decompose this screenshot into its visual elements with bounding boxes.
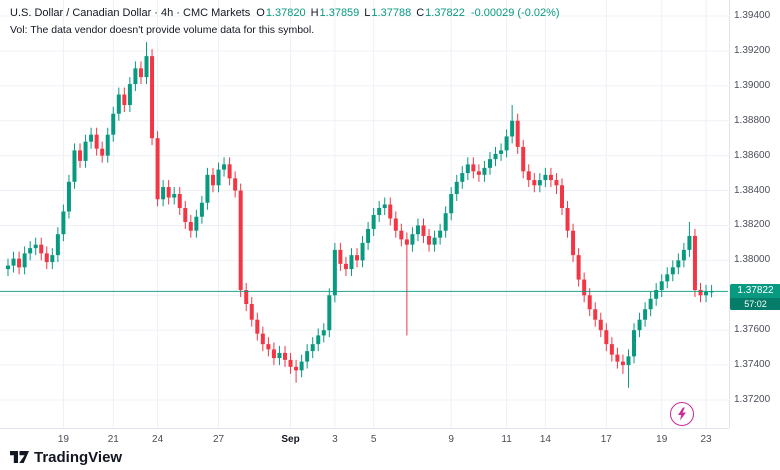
time-tick-label: 3 (332, 434, 338, 445)
price-tick-label: 1.38800 (734, 114, 771, 126)
tradingview-logo[interactable]: TradingView (10, 449, 122, 466)
price-tick-label: 1.39000 (734, 79, 771, 91)
price-tick-label: 1.38400 (734, 184, 771, 196)
time-tick-label: 24 (152, 434, 164, 445)
price-axis[interactable]: 1.37822 57:02 1.39400 1.39200 1.39000 1.388… (729, 0, 780, 428)
volume-note: Vol: The data vendor doesn't provide vol… (10, 24, 315, 36)
time-tick-label: 5 (370, 434, 377, 445)
flash-icon (678, 407, 686, 421)
high-label: H (310, 7, 319, 19)
high-value: 1.37859 (319, 7, 360, 19)
price-tick-label: 1.37400 (734, 359, 771, 371)
price-tick-label: 1.38600 (734, 149, 771, 161)
price-tick-label: 1.37200 (734, 394, 771, 405)
ohlc-readout: O 1.37820 H 1.37859 L 1.37788 C 1.37822 (256, 7, 465, 19)
open-label: O (256, 7, 265, 19)
tradingview-logo-icon (10, 451, 29, 463)
price-tick-label: 1.37600 (734, 324, 771, 336)
time-tick-label: 27 (212, 434, 225, 445)
time-tick-label: 14 (539, 434, 551, 445)
close-label: C (416, 7, 425, 19)
bar-countdown: 57:02 (730, 298, 780, 311)
price-tick-label: 1.39200 (734, 44, 771, 56)
price-change: -0.00029 (-0.02%) (470, 7, 560, 19)
open-value: 1.37820 (265, 7, 306, 19)
flash-button[interactable] (670, 402, 694, 426)
current-price-value: 1.37822 (737, 285, 774, 297)
symbol-title[interactable]: U.S. Dollar / Canadian Dollar · 4h · CMC… (10, 7, 251, 19)
low-value: 1.37788 (371, 7, 412, 19)
time-axis[interactable]: 19 21 24 27 Sep 3 5 9 11 14 17 19 23 (0, 428, 729, 453)
time-tick-label: 19 (57, 434, 69, 445)
tradingview-logo-text: TradingView (34, 449, 123, 466)
low-label: L (364, 7, 371, 19)
close-value: 1.37822 (425, 7, 465, 19)
price-tick-label: 1.39400 (734, 10, 771, 21)
time-tick-label: 23 (700, 434, 712, 445)
time-tick-label: 19 (656, 434, 668, 445)
time-tick-label: 17 (600, 434, 612, 445)
price-tick-label: 1.38200 (734, 219, 771, 231)
chart-legend: U.S. Dollar / Canadian Dollar · 4h · CMC… (10, 7, 560, 19)
time-tick-label: 21 (107, 434, 119, 445)
price-tick-label: 1.38000 (734, 254, 771, 266)
time-tick-label: Sep (281, 434, 300, 445)
time-tick-label: 11 (501, 434, 512, 445)
current-price-badge: 1.37822 57:02 (730, 284, 780, 311)
time-tick-label: 9 (448, 434, 454, 445)
